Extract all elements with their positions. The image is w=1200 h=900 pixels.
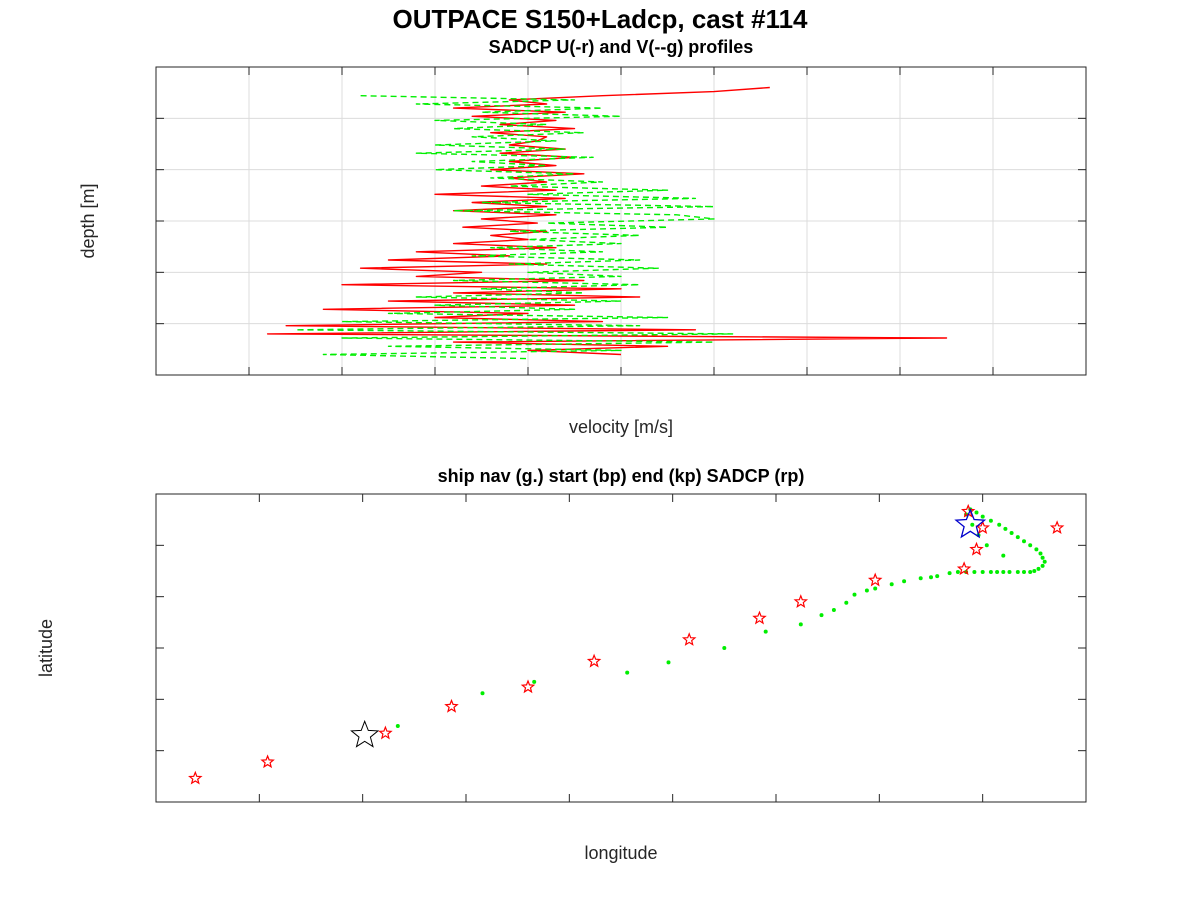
ship-nav-point [1015,570,1020,574]
ship-nav-point [970,522,975,527]
chart1-series-group [266,86,948,360]
ship-nav-point [997,522,1002,527]
sadcp-point [681,632,697,646]
ship-nav-point [955,570,960,574]
ship-nav-point [1032,569,1037,573]
ship-nav-point [974,510,979,515]
end-point-marker [350,719,380,748]
chart2-points-group [188,503,1065,785]
ship-nav-point [852,592,857,597]
ship-nav-point [763,629,768,634]
ship-nav-point [995,570,1000,574]
ship-nav-point [972,570,977,574]
ship-nav-point [980,514,985,519]
ship-nav-chart: ship nav (g.) start (bp) end (kp) SADCP … [36,466,1087,863]
ship-nav-point [864,588,869,593]
sadcp-point [586,653,602,668]
ship-nav-point [873,586,878,591]
ship-nav-point [988,518,993,523]
sadcp-point [260,754,275,769]
ship-nav-point [1022,539,1026,544]
sadcp-point [752,610,767,625]
chart2-ylabel: latitude [36,619,56,677]
sadcp-point [1049,520,1065,535]
chart2-title: ship nav (g.) start (bp) end (kp) SADCP … [438,466,805,486]
velocity-profile-chart: SADCP U(-r) and V(--g) profiles velocity… [78,37,1087,437]
ship-nav-point [929,575,933,580]
ship-nav-point [1022,570,1026,574]
ship-nav-point [947,571,952,576]
chart2-ticks [155,493,1087,803]
sadcp-point [867,572,883,587]
v-velocity-line [294,95,734,360]
ship-nav-point [798,622,803,627]
ship-nav-point [722,646,727,650]
sadcp-point [975,520,990,535]
ship-nav-point [1001,570,1006,574]
chart2-xlabel: longitude [584,843,657,863]
ship-nav-point [844,600,849,605]
ship-nav-point [819,613,824,618]
ship-nav-point [889,582,894,587]
ship-nav-point [980,570,985,574]
figure-title: OUTPACE S150+Ladcp, cast #114 [393,4,809,34]
ship-nav-point [1009,531,1014,535]
ship-nav-point [666,660,671,665]
ship-nav-point [1038,551,1043,556]
ship-nav-point [480,691,485,696]
sadcp-point [956,561,972,576]
ship-nav-point [902,579,907,584]
ship-nav-point [918,576,923,581]
sadcp-point [378,725,393,740]
ship-nav-point [1007,570,1012,574]
chart1-title: SADCP U(-r) and V(--g) profiles [489,37,754,57]
ship-nav-point [1001,553,1006,558]
ship-nav-point [1028,570,1033,574]
ship-nav-point [988,570,993,574]
ship-nav-point [1040,563,1045,568]
ship-nav-point [1036,566,1041,571]
ship-nav-point [1003,526,1008,531]
ship-nav-point [532,679,537,684]
ship-nav-point [1040,555,1045,560]
sadcp-point [188,770,203,785]
ship-nav-point [1015,535,1020,540]
sadcp-point [969,541,984,556]
start-point-marker [954,508,987,539]
u-velocity-line [266,86,948,356]
ship-nav-point [395,724,400,728]
ship-nav-point [1034,547,1039,552]
ship-nav-point [831,608,836,612]
ship-nav-point [625,670,630,675]
sadcp-point [520,679,536,694]
ship-nav-point [935,574,940,579]
chart2-axes-box [155,493,1087,803]
ship-nav-point [1028,543,1033,548]
chart1-xlabel: velocity [m/s] [569,417,673,437]
chart1-ticks [155,66,1087,376]
ship-nav-point [1042,559,1047,564]
chart1-ylabel: depth [m] [78,183,98,258]
sadcp-point [793,594,809,609]
ship-nav-point [984,543,989,548]
sadcp-point [444,698,459,713]
